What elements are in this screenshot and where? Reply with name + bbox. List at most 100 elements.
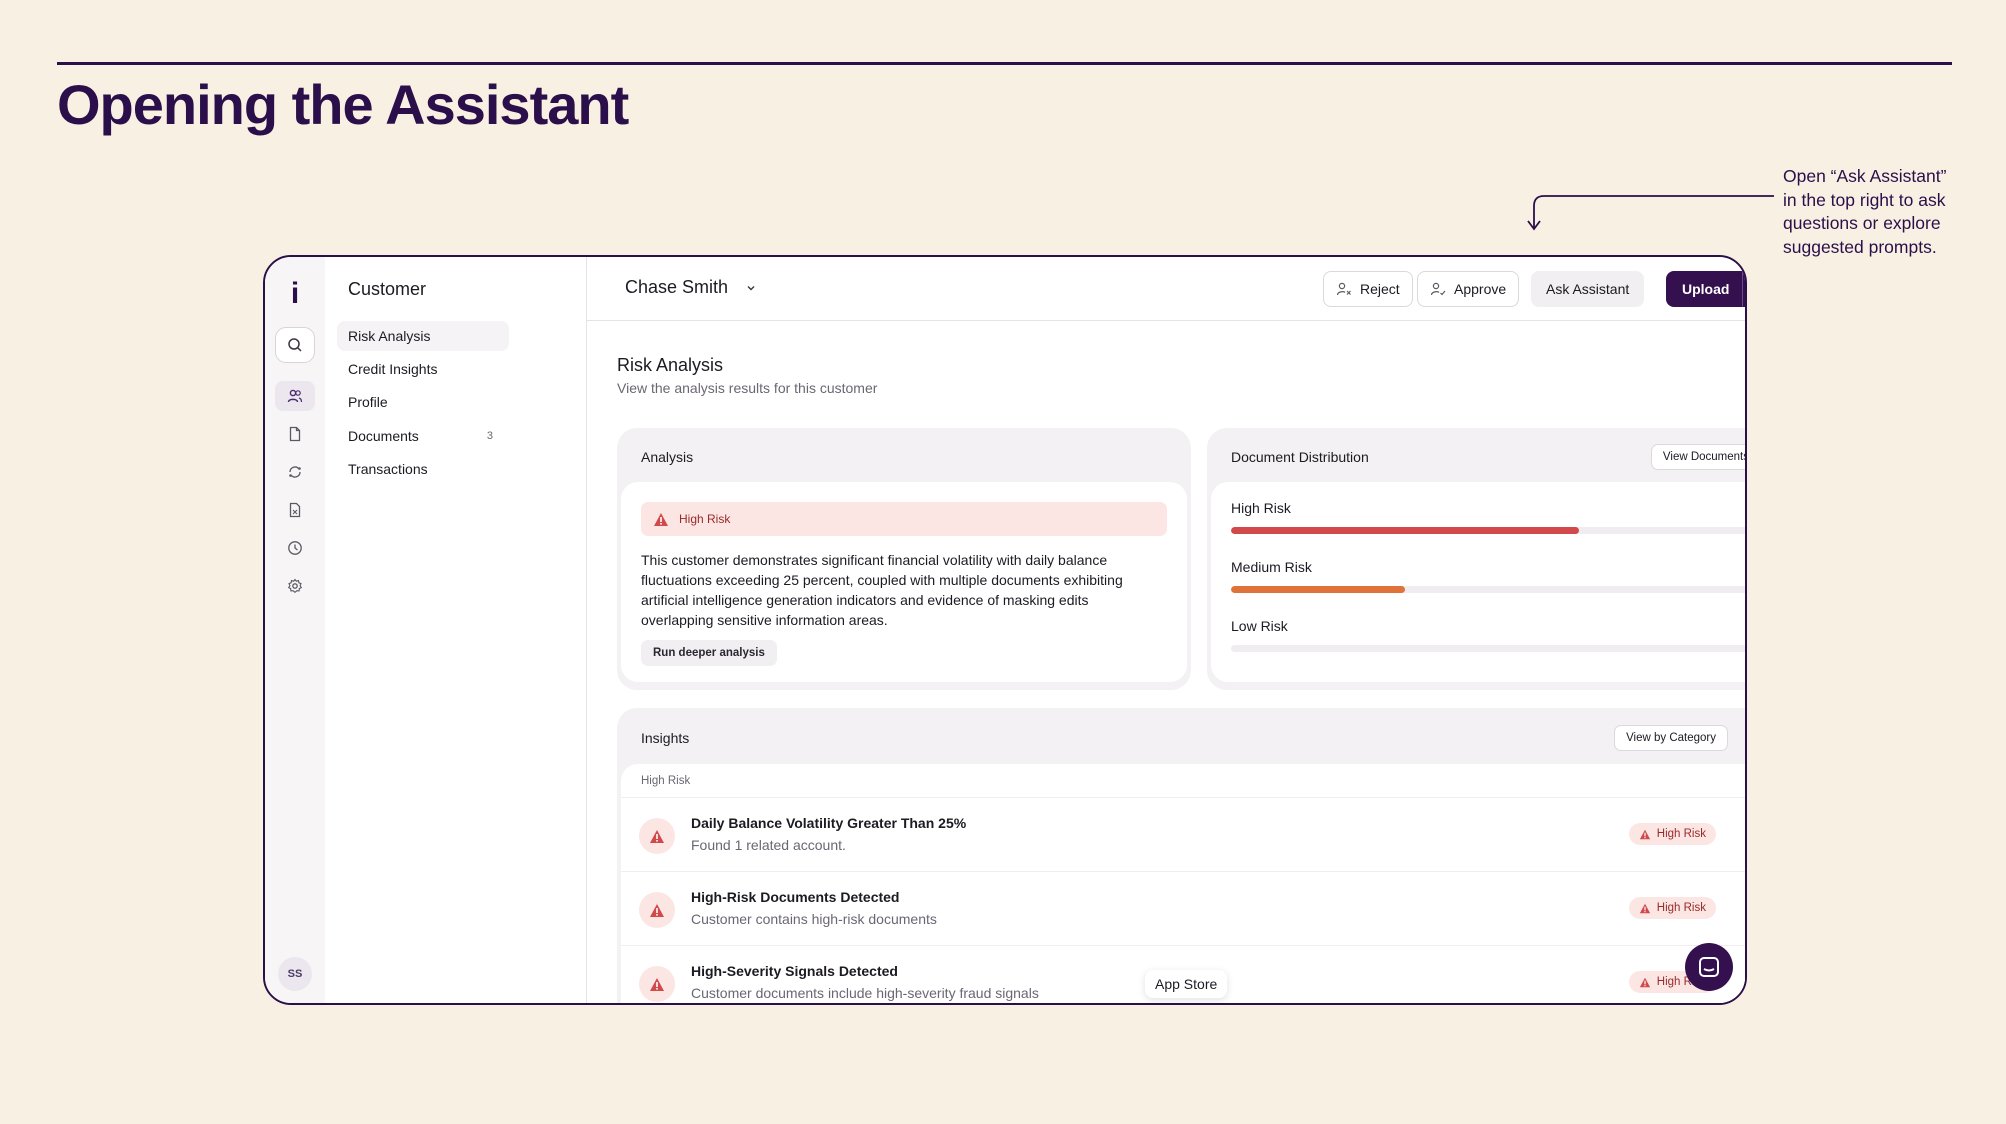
distribution-row-medium: Medium Risk1 xyxy=(1231,559,1745,593)
top-rule xyxy=(57,62,1952,65)
subnav-item-profile[interactable]: Profile xyxy=(337,387,509,417)
top-bar: Chase Smith Reject Approve Ask Assistant… xyxy=(587,257,1745,321)
subnav-item-risk-analysis[interactable]: Risk Analysis xyxy=(337,321,509,351)
page-title: Risk Analysis xyxy=(617,355,724,375)
warning-icon xyxy=(650,903,664,917)
ask-assistant-label: Ask Assistant xyxy=(1546,281,1630,297)
main-content: Chase Smith Reject Approve Ask Assistant… xyxy=(587,257,1745,1003)
analysis-summary: This customer demonstrates significant f… xyxy=(641,552,1123,628)
analysis-card-header: Analysis xyxy=(621,432,1187,482)
chevron-right-icon xyxy=(1744,825,1747,837)
analysis-card-body: High Risk This customer demonstrates sig… xyxy=(621,482,1187,682)
subnav-item-label: Risk Analysis xyxy=(348,328,431,344)
subnav-item-documents[interactable]: Documents 3 xyxy=(337,421,509,451)
warning-icon xyxy=(650,829,664,843)
nav-settings[interactable] xyxy=(275,571,315,601)
approve-label: Approve xyxy=(1454,281,1507,297)
warning-badge xyxy=(639,892,675,928)
subnav-heading: Customer xyxy=(348,279,427,299)
insights-card: Insights View by Category High Risk Dail… xyxy=(617,708,1747,1003)
insights-heading: Insights xyxy=(641,730,690,746)
callout-text: Open “Ask Assistant” in the top right to… xyxy=(1783,165,1953,259)
document-icon xyxy=(289,426,301,442)
run-deeper-analysis-button[interactable]: Run deeper analysis xyxy=(641,640,777,666)
nav-customers[interactable] xyxy=(275,381,315,411)
distribution-row-high: High Risk2 xyxy=(1231,500,1745,534)
customer-name: Chase Smith xyxy=(625,277,729,297)
search-icon xyxy=(288,338,302,352)
distribution-label: High Risk xyxy=(1231,500,1291,516)
subnav-item-transactions[interactable]: Transactions xyxy=(337,454,509,484)
risk-badge-label: High Risk xyxy=(1656,902,1706,914)
reject-button[interactable]: Reject xyxy=(1323,271,1413,307)
refresh-icon xyxy=(289,466,301,478)
insights-card-header: Insights View by Category xyxy=(621,712,1745,764)
insight-title: High-Severity Signals Detected xyxy=(691,963,898,979)
insight-title: High-Risk Documents Detected xyxy=(691,889,900,905)
distribution-row-low: Low Risk0 xyxy=(1231,618,1745,652)
view-documents-button[interactable]: View Documents xyxy=(1650,444,1745,470)
nav-history[interactable] xyxy=(275,533,315,563)
insight-row[interactable]: Daily Balance Volatility Greater Than 25… xyxy=(621,798,1747,872)
risk-badge: High Risk xyxy=(1628,897,1716,919)
distribution-track xyxy=(1231,527,1745,534)
file-report-icon xyxy=(289,502,301,518)
chat-launcher-button[interactable] xyxy=(1685,943,1733,991)
nav-documents[interactable] xyxy=(275,419,315,449)
approve-button[interactable]: Approve xyxy=(1417,271,1520,307)
subnav-item-credit-insights[interactable]: Credit Insights xyxy=(337,354,509,384)
distribution-track xyxy=(1231,586,1745,593)
risk-level-banner: High Risk xyxy=(641,502,1167,536)
callout-line: in the top right to ask xyxy=(1783,189,1946,210)
ask-assistant-button[interactable]: Ask Assistant xyxy=(1531,271,1645,307)
documents-count-badge: 3 xyxy=(486,430,493,442)
analysis-card: Analysis High Risk This customer demonst… xyxy=(617,428,1191,690)
warning-icon xyxy=(1639,829,1650,839)
view-by-category-button[interactable]: View by Category xyxy=(1614,725,1728,751)
insights-header-actions: View by Category xyxy=(1614,725,1745,751)
callout-line: Open “Ask Assistant” xyxy=(1783,166,1947,186)
insight-row[interactable]: High-Risk Documents Detected Customer co… xyxy=(621,872,1745,946)
distribution-heading: Document Distribution xyxy=(1231,449,1369,465)
callout-arrow-icon xyxy=(1527,195,1774,231)
warning-icon xyxy=(1639,977,1650,987)
callout-line: questions or explore xyxy=(1783,213,1941,233)
upload-options-button[interactable] xyxy=(1742,271,1745,307)
slide-title: Opening the Assistant xyxy=(57,73,629,136)
warning-icon xyxy=(654,512,668,526)
app-store-tooltip: App Store xyxy=(1145,970,1228,998)
warning-icon xyxy=(650,977,664,991)
insight-description: Found 1 related account. xyxy=(691,837,846,853)
user-x-icon xyxy=(1336,282,1351,296)
insight-group-label: High Risk xyxy=(621,764,1745,798)
app-window: i SS Customer Risk Analysis Credit I xyxy=(263,255,1747,1005)
analysis-heading: Analysis xyxy=(641,449,694,465)
chevron-down-icon xyxy=(747,285,755,290)
upload-label: Upload xyxy=(1682,281,1730,297)
subnav-item-label: Transactions xyxy=(348,461,428,477)
chat-icon xyxy=(1699,957,1719,977)
nav-reports[interactable] xyxy=(275,495,315,525)
subnav-item-label: Documents xyxy=(348,428,419,444)
warning-badge xyxy=(639,966,675,1002)
warning-icon xyxy=(1639,903,1650,913)
icon-rail: i SS xyxy=(265,257,325,1003)
distribution-card-header: Document Distribution View Documents xyxy=(1211,432,1745,482)
avatar[interactable]: SS xyxy=(278,957,312,991)
customer-selector[interactable]: Chase Smith xyxy=(625,277,756,298)
insight-title: Daily Balance Volatility Greater Than 25… xyxy=(691,815,967,831)
insights-list: High Risk Daily Balance Volatility Great… xyxy=(621,764,1747,1003)
app-logo[interactable]: i xyxy=(290,277,300,310)
upload-button[interactable]: Upload xyxy=(1666,271,1745,307)
clock-icon xyxy=(288,541,302,555)
insight-description: Customer documents include high-severity… xyxy=(691,985,1039,1001)
users-icon xyxy=(287,389,303,403)
distribution-card-body: High Risk2 Medium Risk1 Low Risk0 xyxy=(1211,482,1745,682)
document-distribution-card: Document Distribution View Documents Hig… xyxy=(1207,428,1745,690)
reject-label: Reject xyxy=(1360,281,1400,297)
risk-badge: High Risk xyxy=(1628,823,1716,845)
customer-subnav: Customer Risk Analysis Credit Insights P… xyxy=(325,257,587,1003)
search-button[interactable] xyxy=(275,327,315,363)
risk-badge-label: High Risk xyxy=(1656,828,1706,840)
nav-sync[interactable] xyxy=(275,457,315,487)
